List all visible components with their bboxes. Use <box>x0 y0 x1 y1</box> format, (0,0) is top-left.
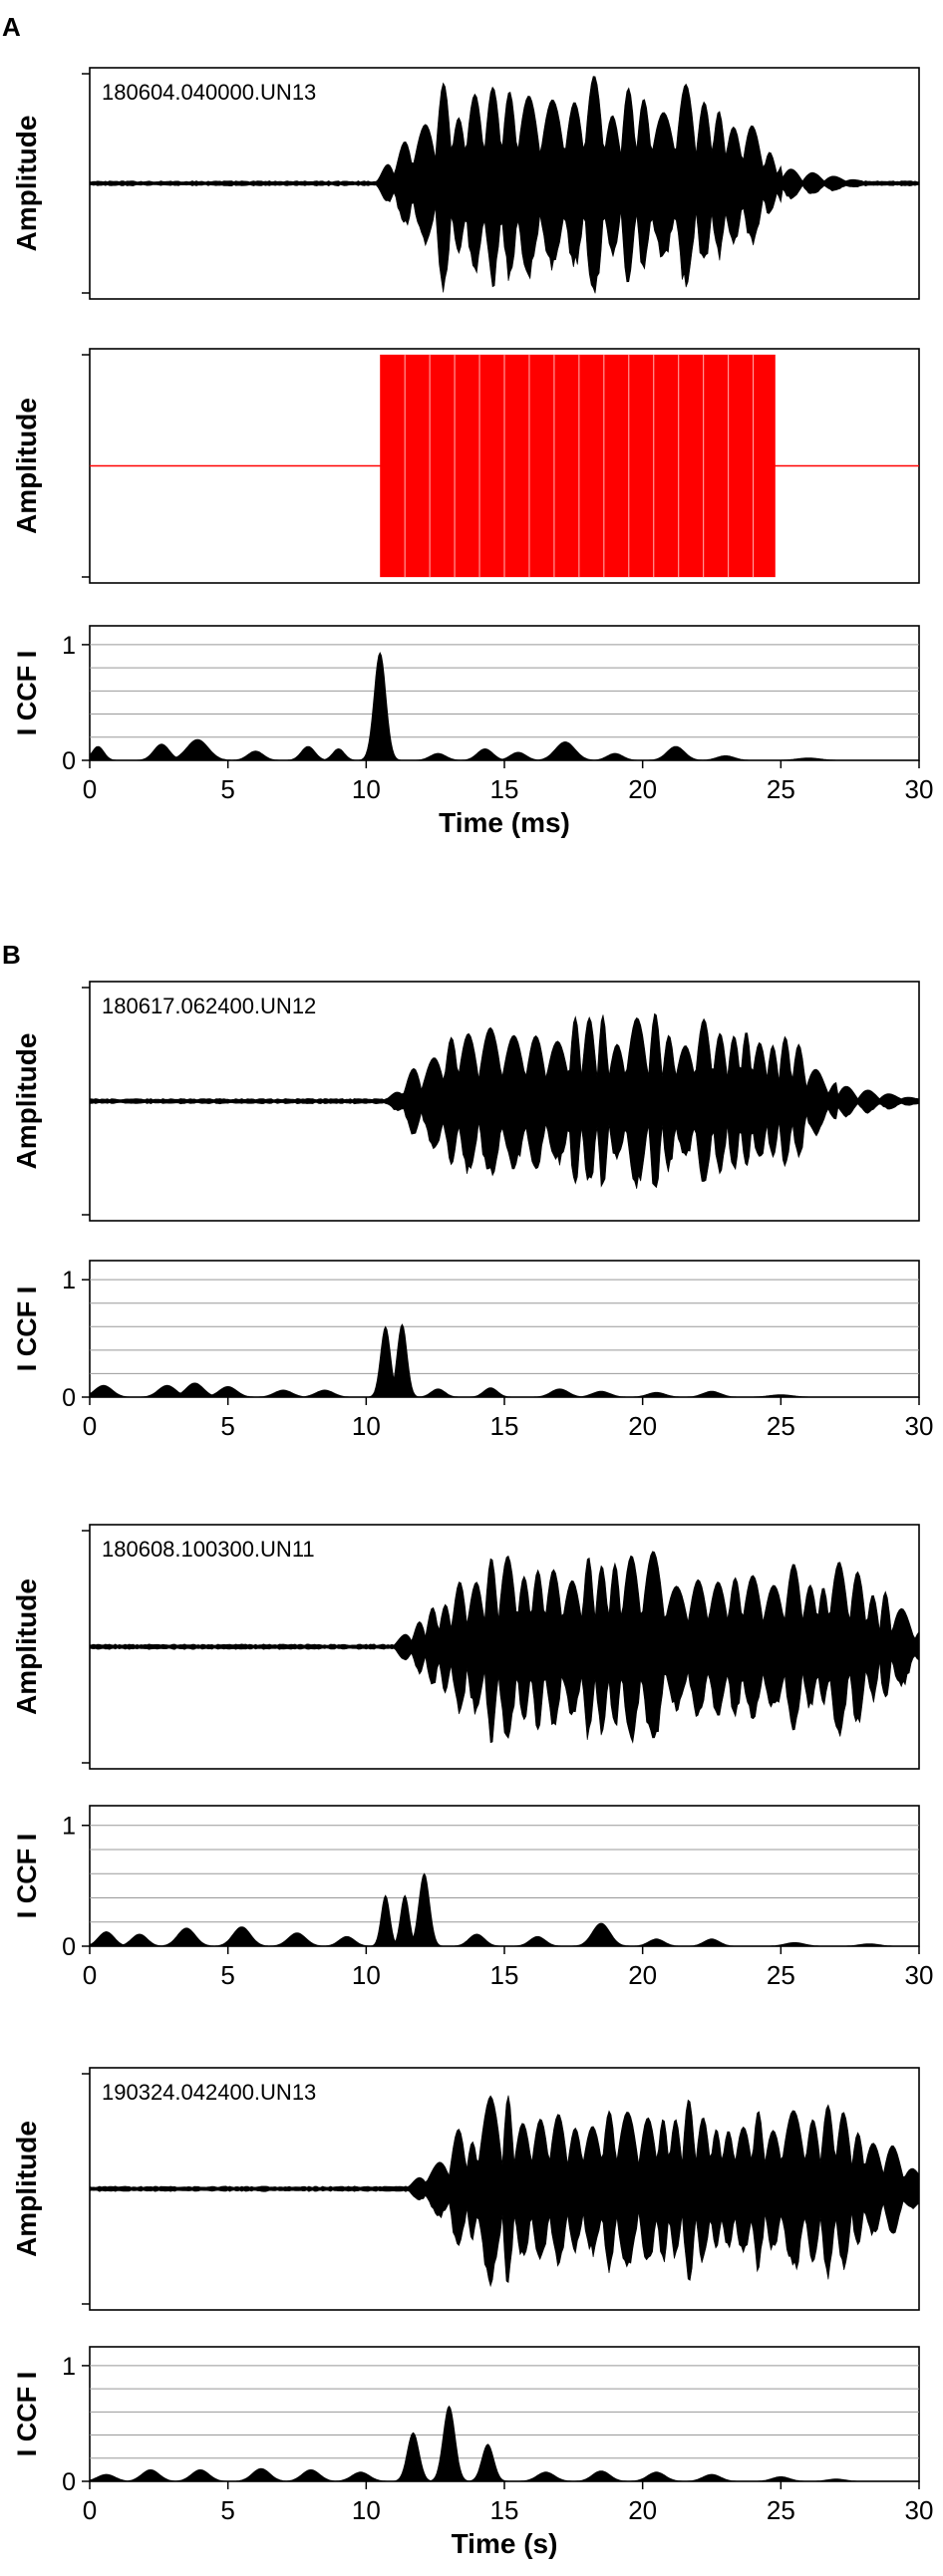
ccf-curve <box>89 652 919 761</box>
ccf-xtick-label: 5 <box>220 1411 234 1441</box>
ccf-ytick-label: 1 <box>62 1267 76 1294</box>
ccf-curve <box>89 1872 919 1947</box>
ccf-xtick-label: 0 <box>83 2495 97 2525</box>
ccf-xtick-label: 20 <box>628 2495 657 2525</box>
station-title: 180608.100300.UN11 <box>102 1537 315 1562</box>
ccf-xtick-label: 0 <box>83 1411 97 1441</box>
waveform-panel <box>89 1012 920 1189</box>
ccf-ylabel: I CCF I <box>12 651 42 736</box>
ccf-ytick-label: 0 <box>62 1384 76 1412</box>
station-title: 180617.062400.UN12 <box>102 994 316 1018</box>
waveform-panel <box>89 76 920 294</box>
ccf-ylabel: I CCF I <box>12 1834 42 1919</box>
waveform-envelope <box>89 2095 920 2288</box>
ccf-xtick-label: 0 <box>83 1960 97 1990</box>
plot-frame <box>89 625 920 761</box>
ccf-xlabel: Time (ms) <box>439 807 570 838</box>
ccf-ylabel: I CCF I <box>12 2372 42 2457</box>
ccf-panel: 010 5 10 15 20 25 30I CCF I <box>12 1813 933 1990</box>
ccf-ytick-label: 0 <box>62 1933 76 1961</box>
ccf-xtick-label: 15 <box>490 2495 519 2525</box>
ccf-xtick-label: 15 <box>490 1411 519 1441</box>
ccf-xtick-label: 10 <box>352 774 381 804</box>
ccf-xtick-label: 30 <box>905 1411 934 1441</box>
ccf-xtick-label: 10 <box>352 1960 381 1990</box>
ccf-xtick-label: 30 <box>905 2495 934 2525</box>
ccf-xtick-label: 10 <box>352 1411 381 1441</box>
plot-frame <box>89 1260 920 1398</box>
amplitude-ylabel: Amplitude <box>11 398 42 534</box>
amplitude-ylabel: Amplitude <box>11 1578 42 1715</box>
station-title: 180604.040000.UN13 <box>102 80 316 105</box>
ccf-xtick-label: 5 <box>220 774 234 804</box>
ccf-ytick-label: 1 <box>62 1813 76 1841</box>
ccf-panel: 010 5 10 15 20 25 30I CCF I <box>12 1267 933 1441</box>
ccf-xtick-label: 15 <box>490 774 519 804</box>
ccf-xtick-label: 15 <box>490 1960 519 1990</box>
amplitude-ylabel: Amplitude <box>11 1033 42 1170</box>
waveform-panel <box>89 1551 920 1744</box>
synthetic-panel <box>90 354 919 578</box>
amplitude-ylabel: Amplitude <box>11 116 42 252</box>
ccf-xtick-label: 30 <box>905 1960 934 1990</box>
waveform-panel <box>89 2095 920 2288</box>
ccf-xtick-label: 10 <box>352 2495 381 2525</box>
plot-frame <box>89 2346 920 2482</box>
panel-label-b: B <box>2 940 21 970</box>
station-title: 190324.042400.UN13 <box>102 2080 316 2105</box>
ccf-ylabel: I CCF I <box>12 1287 42 1372</box>
ccf-ytick-label: 0 <box>62 2468 76 2496</box>
ccf-xtick-label: 5 <box>220 1960 234 1990</box>
ccf-curve <box>89 1323 919 1398</box>
waveform-envelope <box>89 76 920 294</box>
plot-frame <box>89 1805 920 1947</box>
ccf-xtick-label: 25 <box>767 1960 795 1990</box>
ccf-xtick-label: 25 <box>767 774 795 804</box>
ccf-xtick-label: 20 <box>628 774 657 804</box>
ccf-xtick-label: 30 <box>905 774 934 804</box>
ccf-ytick-label: 1 <box>62 632 76 660</box>
ccf-xtick-label: 20 <box>628 1411 657 1441</box>
ccf-xtick-label: 25 <box>767 1411 795 1441</box>
panel-label-a: A <box>2 12 21 42</box>
ccf-xtick-label: 5 <box>220 2495 234 2525</box>
synthetic-block <box>380 354 776 578</box>
ccf-xtick-label: 25 <box>767 2495 795 2525</box>
ccf-ytick-label: 1 <box>62 2353 76 2381</box>
ccf-xtick-label: 20 <box>628 1960 657 1990</box>
ccf-xtick-label: 0 <box>83 774 97 804</box>
ccf-xlabel: Time (s) <box>452 2528 558 2559</box>
ccf-curve <box>89 2405 919 2482</box>
ccf-ytick-label: 0 <box>62 747 76 775</box>
amplitude-ylabel: Amplitude <box>11 2121 42 2257</box>
